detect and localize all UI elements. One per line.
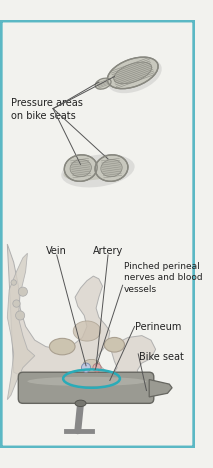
Ellipse shape [114,62,152,84]
Ellipse shape [107,57,158,88]
Ellipse shape [49,338,75,355]
Ellipse shape [64,155,97,181]
Ellipse shape [73,321,101,341]
Ellipse shape [70,160,91,177]
Text: Pressure areas
on bike seats: Pressure areas on bike seats [11,98,83,121]
Ellipse shape [95,78,111,89]
Ellipse shape [27,377,147,386]
Text: Perineum: Perineum [135,322,182,332]
FancyBboxPatch shape [18,372,154,403]
Ellipse shape [75,400,86,407]
Text: Pinched perineal
nerves and blood
vessels: Pinched perineal nerves and blood vessel… [124,263,202,293]
FancyBboxPatch shape [1,21,194,447]
Ellipse shape [61,154,135,187]
Text: Artery: Artery [93,246,123,256]
Polygon shape [149,380,172,397]
Circle shape [81,363,91,372]
Ellipse shape [63,160,129,181]
Ellipse shape [95,155,128,181]
Ellipse shape [83,359,100,369]
Circle shape [13,300,20,307]
Circle shape [16,311,25,320]
Polygon shape [7,253,35,400]
Circle shape [18,287,27,296]
Circle shape [11,280,16,285]
Ellipse shape [107,58,162,93]
Circle shape [93,364,101,372]
Text: Vein: Vein [46,246,67,256]
Text: Bike seat: Bike seat [139,352,184,362]
Ellipse shape [101,160,122,177]
Ellipse shape [104,337,124,352]
Polygon shape [7,244,156,377]
